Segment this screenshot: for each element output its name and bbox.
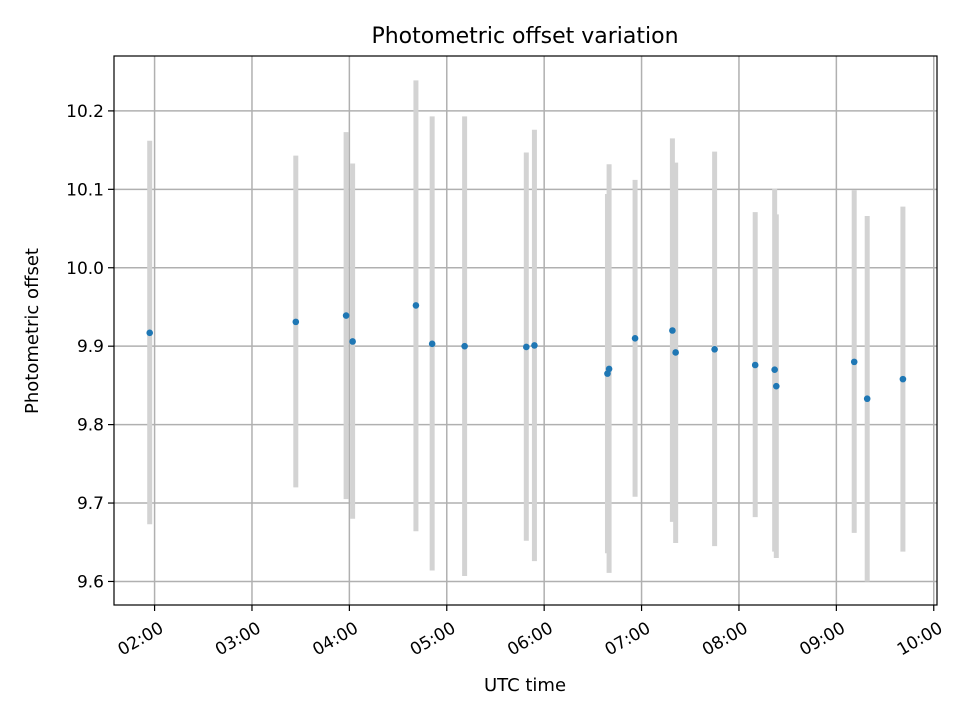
data-point <box>711 346 718 353</box>
x-tick-label: 07:00 <box>602 618 654 660</box>
data-point <box>899 375 907 383</box>
y-axis-label: Photometric offset <box>22 248 43 414</box>
y-axis-ticks: 9.6 9.7 9.8 9.9 10.0 10.1 10.2 <box>66 102 114 592</box>
y-tick-label: 9.8 <box>77 416 104 436</box>
data-point <box>428 340 436 348</box>
x-tick-label: 02:00 <box>115 618 167 660</box>
data-point <box>631 335 639 342</box>
data-point <box>863 395 871 403</box>
x-tick-label: 09:00 <box>796 618 848 660</box>
data-points <box>146 302 907 403</box>
data-point <box>531 342 538 349</box>
x-axis-label: UTC time <box>484 675 566 696</box>
chart-title: Photometric offset variation <box>371 24 678 49</box>
x-tick-label: 05:00 <box>407 618 459 660</box>
x-axis-ticks: 02:00 03:00 04:00 05:00 06:00 07:00 08:00 09:00… <box>115 605 946 660</box>
y-tick-label: 9.6 <box>77 572 104 592</box>
data-point <box>292 318 300 326</box>
data-point <box>342 312 350 319</box>
plot-frame <box>113 55 938 606</box>
y-tick-label: 10.2 <box>66 102 104 122</box>
y-tick-label: 9.9 <box>77 337 104 357</box>
y-tick-label: 10.0 <box>66 259 104 279</box>
data-point <box>751 361 759 369</box>
data-point <box>146 329 154 337</box>
data-point <box>669 327 676 334</box>
x-tick-label: 06:00 <box>504 618 556 660</box>
data-point <box>349 338 356 345</box>
data-point <box>772 382 780 390</box>
x-tick-label: 08:00 <box>699 618 751 660</box>
y-tick-label: 9.7 <box>77 494 104 514</box>
data-point <box>672 349 679 356</box>
data-point <box>771 366 778 374</box>
data-point <box>605 365 613 373</box>
data-point <box>412 302 420 309</box>
data-point <box>523 343 530 351</box>
data-point <box>461 342 468 350</box>
data-point <box>850 358 858 366</box>
x-tick-label: 03:00 <box>212 618 264 660</box>
x-tick-label: 04:00 <box>309 618 361 660</box>
y-tick-label: 10.1 <box>66 180 104 200</box>
x-tick-label: 10:00 <box>894 618 946 660</box>
